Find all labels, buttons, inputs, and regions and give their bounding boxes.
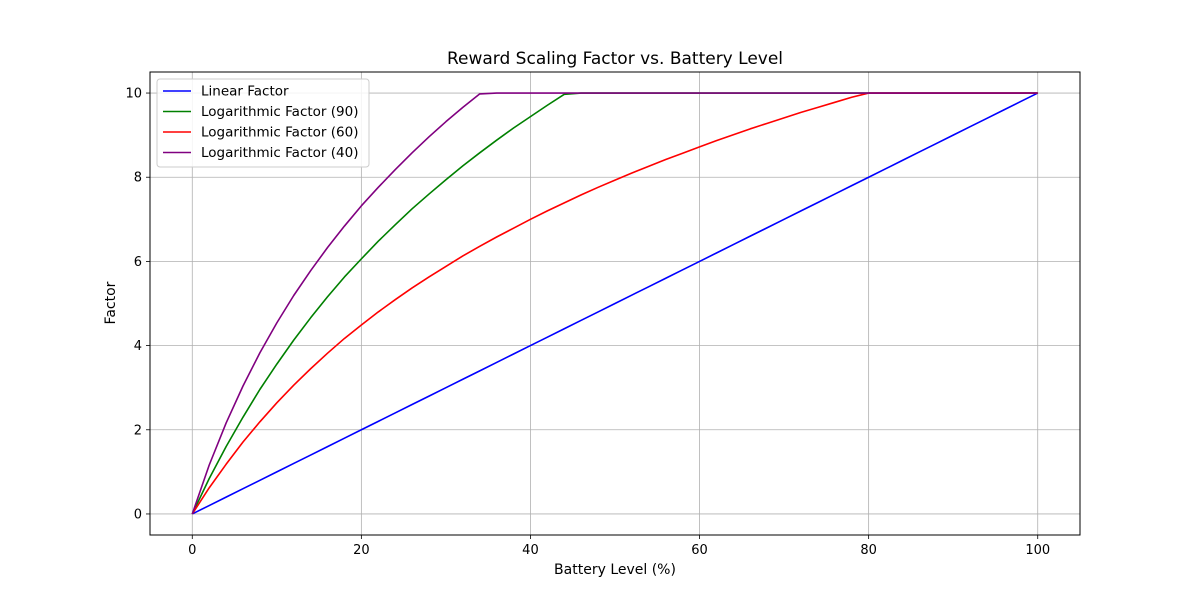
legend-box bbox=[156, 78, 370, 168]
x-axis-title: Battery Level (%) bbox=[554, 562, 676, 578]
grid bbox=[150, 72, 1080, 535]
axis-ticks: 0 20 40 60 80 100 0 2 4 6 8 10 bbox=[125, 87, 1050, 558]
chart-title: Reward Scaling Factor vs. Battery Level bbox=[447, 49, 783, 69]
y-tick-label: 4 bbox=[134, 339, 142, 354]
legend-label-4: Logarithmic Factor (40) bbox=[201, 145, 358, 161]
x-tick-label: 40 bbox=[522, 543, 539, 558]
x-tick-label: 0 bbox=[188, 543, 196, 558]
y-tick-label: 2 bbox=[134, 423, 142, 438]
plot-frame bbox=[149, 71, 1081, 536]
legend-label-1: Linear Factor bbox=[201, 84, 289, 100]
legend: Linear Factor Logarithmic Factor (90) Loga… bbox=[156, 78, 370, 168]
legend-label-3: Logarithmic Factor (60) bbox=[201, 125, 358, 141]
legend-label-2: Logarithmic Factor (90) bbox=[201, 104, 358, 120]
series-lines bbox=[191, 92, 1039, 515]
y-tick-label: 8 bbox=[134, 171, 142, 186]
series-line-1 bbox=[191, 92, 1039, 515]
y-axis-title: Factor bbox=[103, 281, 119, 324]
y-tick-label: 10 bbox=[125, 87, 142, 102]
x-tick-label: 20 bbox=[353, 543, 370, 558]
y-tick-label: 0 bbox=[134, 507, 142, 522]
x-tick-label: 60 bbox=[691, 543, 708, 558]
y-tick-label: 6 bbox=[134, 255, 142, 270]
x-tick-label: 100 bbox=[1025, 543, 1050, 558]
x-tick-label: 80 bbox=[860, 543, 877, 558]
series-line-4 bbox=[191, 92, 1038, 515]
